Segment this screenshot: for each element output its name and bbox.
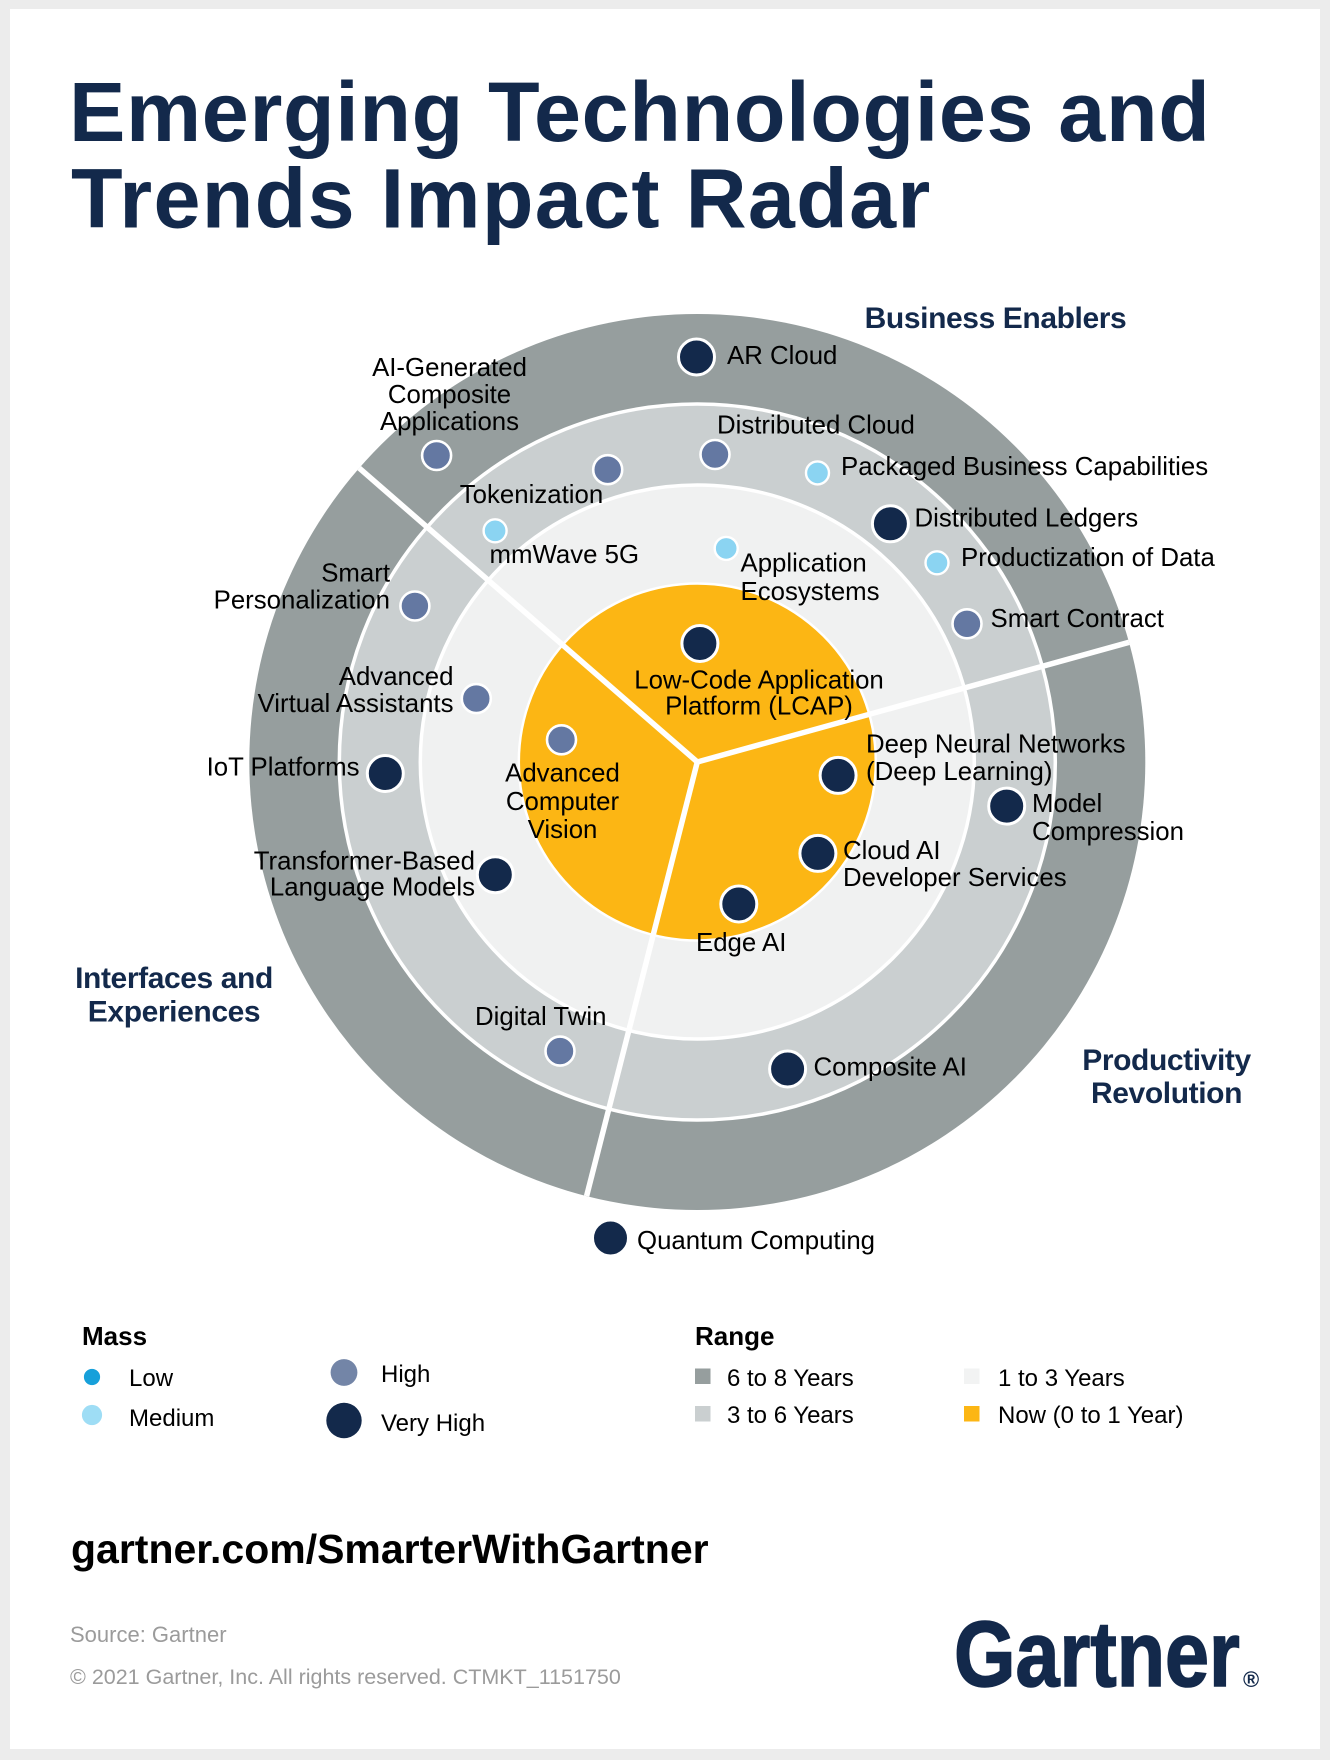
svg-text:(Deep Learning): (Deep Learning) [866,758,1052,786]
svg-text:Platform (LCAP): Platform (LCAP) [665,693,853,721]
svg-text:Composite: Composite [388,381,511,409]
svg-text:Advanced: Advanced [505,760,620,788]
svg-text:6 to 8 Years: 6 to 8 Years [727,1365,854,1392]
svg-text:Gartner: Gartner [954,1603,1240,1706]
svg-text:Tokenization: Tokenization [460,481,603,509]
svg-text:Source: Gartner: Source: Gartner [70,1622,227,1647]
svg-text:Distributed Ledgers: Distributed Ledgers [915,505,1139,533]
svg-text:AR Cloud: AR Cloud [727,342,837,370]
svg-text:Interfaces and: Interfaces and [75,962,273,995]
svg-text:mmWave 5G: mmWave 5G [490,541,640,569]
svg-text:Transformer-Based: Transformer-Based [254,848,475,876]
svg-text:High: High [381,1361,430,1388]
svg-text:IoT Platforms: IoT Platforms [207,754,360,782]
svg-text:Business Enablers: Business Enablers [865,302,1127,335]
svg-text:Revolution: Revolution [1091,1077,1242,1110]
svg-text:gartner.com/SmarterWithGartner: gartner.com/SmarterWithGartner [71,1526,709,1572]
svg-text:Composite AI: Composite AI [814,1054,967,1082]
svg-text:Medium: Medium [129,1405,214,1432]
svg-text:Ecosystems: Ecosystems [741,578,880,606]
svg-text:Digital Twin: Digital Twin [475,1003,606,1031]
svg-text:Applications: Applications [380,408,519,436]
svg-text:Experiences: Experiences [88,996,260,1029]
svg-text:Low: Low [129,1365,174,1392]
svg-text:Emerging Technologies and: Emerging Technologies and [69,65,1211,159]
svg-text:Trends Impact Radar: Trends Impact Radar [71,152,932,246]
svg-text:Packaged Business Capabilities: Packaged Business Capabilities [841,453,1208,481]
svg-text:Advanced: Advanced [339,663,454,691]
svg-text:Compression: Compression [1032,818,1184,846]
svg-text:Edge AI: Edge AI [696,929,786,957]
svg-text:Quantum Computing: Quantum Computing [637,1227,875,1255]
svg-text:Now (0 to 1 Year): Now (0 to 1 Year) [998,1402,1183,1429]
svg-text:Very High: Very High [381,1410,485,1437]
svg-text:Model: Model [1032,790,1102,818]
svg-text:AI-Generated: AI-Generated [372,354,527,382]
svg-text:3 to 6 Years: 3 to 6 Years [727,1402,854,1429]
svg-text:Smart Contract: Smart Contract [991,605,1164,633]
svg-text:© 2021 Gartner, Inc. All right: © 2021 Gartner, Inc. All rights reserved… [70,1665,621,1689]
svg-text:Productivity: Productivity [1082,1044,1251,1077]
svg-text:Low-Code Application: Low-Code Application [634,667,884,695]
svg-text:Deep Neural Networks: Deep Neural Networks [866,731,1126,759]
svg-text:Distributed Cloud: Distributed Cloud [717,412,915,440]
svg-text:Productization of Data: Productization of Data [961,544,1215,572]
svg-text:Application: Application [741,550,867,578]
svg-text:Vision: Vision [528,816,598,844]
svg-text:®: ® [1243,1667,1259,1692]
svg-text:Range: Range [695,1321,774,1351]
svg-text:Virtual Assistants: Virtual Assistants [258,690,454,718]
svg-text:Developer Services: Developer Services [843,864,1067,892]
svg-text:Cloud AI: Cloud AI [843,837,941,865]
svg-text:1 to 3 Years: 1 to 3 Years [998,1365,1125,1392]
svg-text:Smart: Smart [321,560,390,588]
svg-text:Mass: Mass [82,1321,147,1351]
svg-text:Personalization: Personalization [214,587,390,615]
svg-text:Language Models: Language Models [270,874,475,902]
svg-text:Computer: Computer [506,788,620,816]
